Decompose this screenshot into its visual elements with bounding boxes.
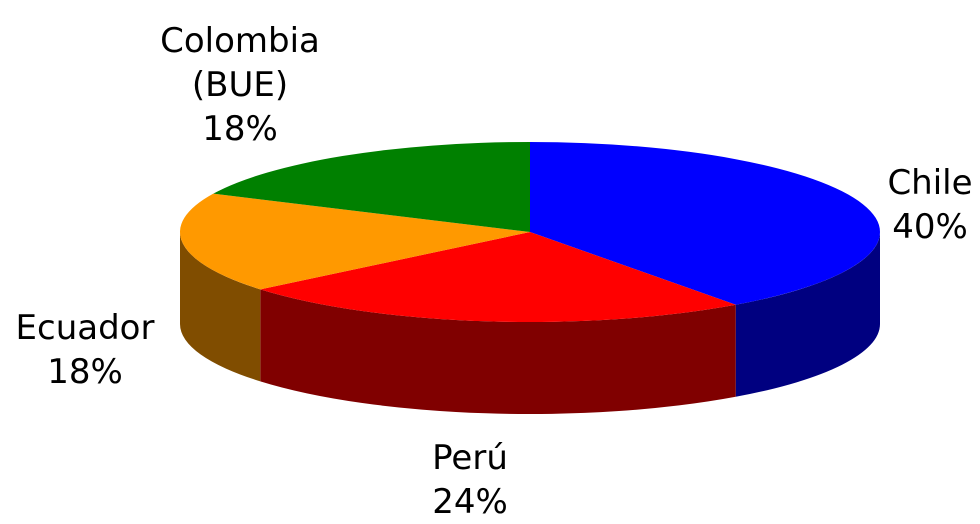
slice-side xyxy=(260,289,736,414)
label-name: Colombia (BUE) xyxy=(160,21,320,105)
label-name: Perú xyxy=(432,438,508,478)
slice-label: Colombia (BUE) 18% xyxy=(130,19,350,151)
label-name: Chile xyxy=(887,163,973,203)
label-value: 18% xyxy=(47,352,123,392)
label-name: Ecuador xyxy=(15,308,155,348)
slice xyxy=(260,232,736,322)
slice xyxy=(530,142,881,305)
slice-label: Ecuador 18% xyxy=(0,306,170,394)
slice xyxy=(180,193,530,290)
slice-label: Chile 40% xyxy=(875,161,980,249)
label-value: 18% xyxy=(202,109,278,149)
slice-side xyxy=(180,232,261,382)
slice-side xyxy=(735,232,880,397)
label-value: 24% xyxy=(432,482,508,522)
label-value: 40% xyxy=(892,207,968,247)
slice-label: Perú 24% xyxy=(390,436,550,524)
slice xyxy=(213,142,530,232)
